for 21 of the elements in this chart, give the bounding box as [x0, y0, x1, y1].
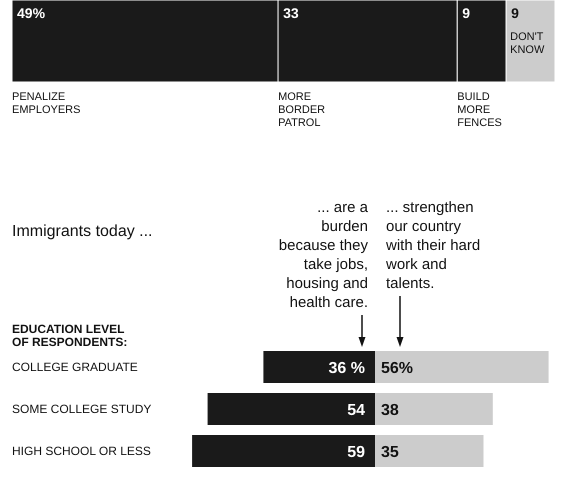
series-label: PENALIZE EMPLOYERS — [12, 91, 80, 116]
y-tick-label: SOME COLLEGE STUDY — [12, 402, 152, 416]
series-label: MORE BORDER PATROL — [278, 91, 326, 129]
series-label: BUILD MORE FENCES — [457, 91, 502, 129]
data-label: 9 — [511, 5, 520, 21]
text: ... strengthen our country with their hard work and talents. — [385, 199, 480, 292]
data-label: 9 — [462, 5, 470, 21]
data-label: 35 — [381, 444, 399, 461]
text: ... are a burden because they take jobs, housing and health care. — [278, 199, 369, 311]
series-label: DON'T KNOW — [510, 31, 545, 56]
data-label: 59 — [347, 444, 366, 461]
chart-title: Immigrants today ... — [12, 223, 152, 240]
data-label: 33 — [283, 5, 299, 21]
data-label: 56% — [381, 360, 414, 377]
y-tick-label: HIGH SCHOOL OR LESS — [12, 444, 151, 458]
y-axis-title: EDUCATION LEVEL OF RESPONDENTS: — [12, 322, 128, 349]
data-label: 49% — [17, 5, 46, 21]
data-label: 36 % — [328, 360, 365, 377]
data-label: 38 — [381, 402, 399, 419]
data-label: 54 — [347, 402, 366, 419]
y-tick-label: COLLEGE GRADUATE — [12, 360, 138, 374]
